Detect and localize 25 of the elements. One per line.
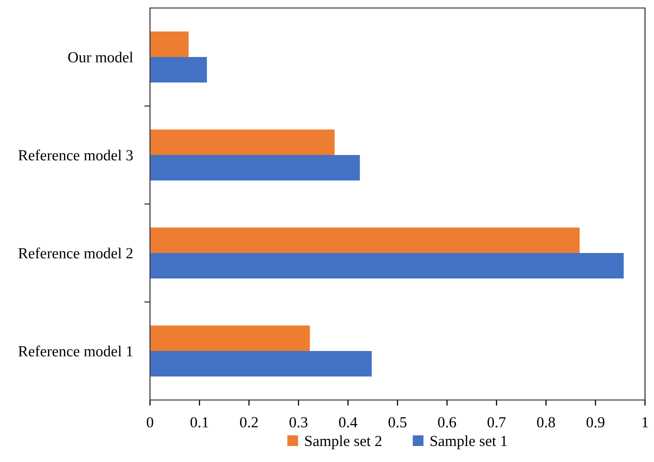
x-tick-label: 0.5 (388, 417, 406, 428)
y-tick-label: Reference model 3 (18, 150, 133, 160)
bar (150, 326, 310, 351)
x-tick-label: 0.7 (488, 417, 506, 428)
bar (150, 351, 372, 376)
x-tick-label: 0.2 (240, 417, 258, 428)
x-tick-label: 0.6 (438, 417, 456, 428)
y-tick-label: Reference model 1 (18, 346, 132, 356)
legend-label: Sample set 2 (305, 435, 382, 450)
bar (150, 253, 624, 278)
x-tick-label: 0.8 (537, 417, 555, 428)
legend-label: Sample set 1 (430, 435, 507, 450)
x-tick-label: 0.1 (190, 417, 208, 428)
y-tick-label: Reference model 2 (18, 248, 132, 258)
x-tick-label: 0.9 (586, 417, 604, 428)
x-tick-label: 0.3 (290, 417, 308, 428)
x-tick-label: 0.4 (339, 417, 358, 428)
bar (150, 130, 335, 155)
bar (150, 155, 360, 180)
bar (150, 32, 189, 57)
bar (150, 228, 580, 253)
y-tick-label: Our model (68, 52, 134, 62)
bar (150, 57, 207, 82)
x-tick-label: 1 (642, 417, 648, 428)
x-tick-label: 0 (146, 417, 154, 428)
